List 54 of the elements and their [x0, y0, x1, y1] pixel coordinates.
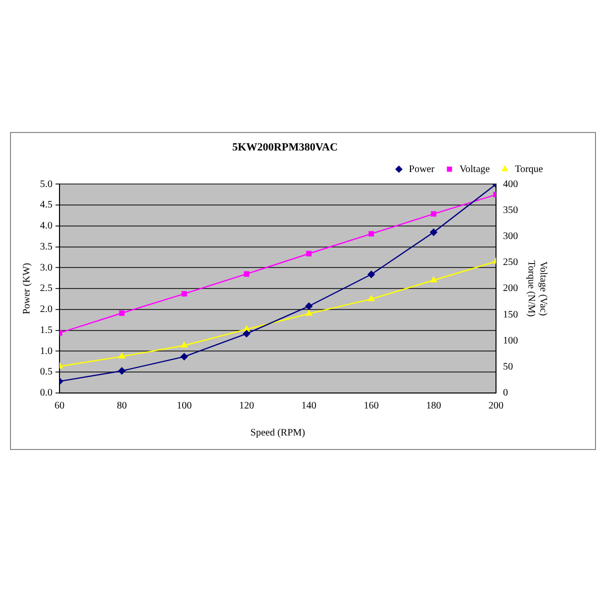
y2-tick-label: 200 — [503, 283, 518, 294]
x-tick-label: 160 — [364, 400, 379, 412]
x-tick-label: 180 — [426, 400, 442, 412]
y-tick-label: 0.5 — [40, 366, 52, 378]
point — [368, 270, 375, 278]
point — [180, 353, 188, 360]
x-tick-label: 60 — [54, 400, 64, 412]
x-tick-label: 200 — [488, 400, 504, 412]
y2-tick-label: 300 — [503, 231, 518, 242]
x-axis-title: Speed (RPM) — [250, 428, 306, 439]
y-tick-label: 2.0 — [40, 304, 52, 316]
y-tick-label: 1.0 — [40, 346, 52, 357]
y2-tick-label: 250 — [503, 257, 518, 268]
y-tick-label: 4.0 — [40, 220, 52, 232]
y2-tick-label: 50 — [503, 362, 513, 373]
point — [430, 276, 437, 282]
point — [430, 228, 438, 236]
point — [306, 250, 312, 256]
x-tick-label: 140 — [301, 400, 316, 412]
y2-tick-label: 100 — [503, 335, 518, 346]
point — [244, 271, 250, 277]
point — [181, 342, 188, 348]
y-tick-label: 3.5 — [40, 241, 52, 252]
y-tick-label: 2.5 — [40, 283, 52, 294]
y-tick-label: 0.0 — [40, 388, 52, 399]
text: Torque (N/M) — [525, 260, 536, 317]
y-tick-label: 4.5 — [40, 200, 52, 211]
point — [243, 326, 250, 332]
legend-label: Voltage — [459, 164, 490, 175]
point — [368, 231, 374, 237]
point — [306, 310, 312, 316]
x-tick-label: 100 — [176, 400, 192, 412]
y-axis-title: Power (KW) — [22, 262, 33, 314]
point — [242, 330, 250, 338]
x-tick-label: 80 — [116, 400, 127, 412]
text: Voltage (Vac) — [537, 261, 548, 316]
y2-tick-label: 150 — [503, 309, 518, 320]
y2-tick-label: 400 — [503, 178, 518, 190]
point — [305, 302, 313, 310]
point — [118, 352, 126, 359]
point — [430, 211, 436, 217]
point — [118, 367, 126, 374]
legend-label: Power — [408, 164, 436, 175]
y-tick-label: 3.0 — [40, 262, 52, 274]
y2-tick-label: 0 — [503, 388, 508, 399]
point — [119, 310, 125, 316]
point — [181, 291, 187, 297]
x-tick-label: 120 — [239, 400, 254, 412]
point — [368, 295, 374, 302]
y2-tick-label: 350 — [503, 204, 518, 216]
y-tick-label: 5.0 — [40, 178, 52, 190]
y-tick-label: 1.5 — [40, 324, 52, 336]
chart-title: 5KW200RPM380VAC — [232, 141, 338, 154]
legend-label: Torque — [514, 164, 544, 175]
